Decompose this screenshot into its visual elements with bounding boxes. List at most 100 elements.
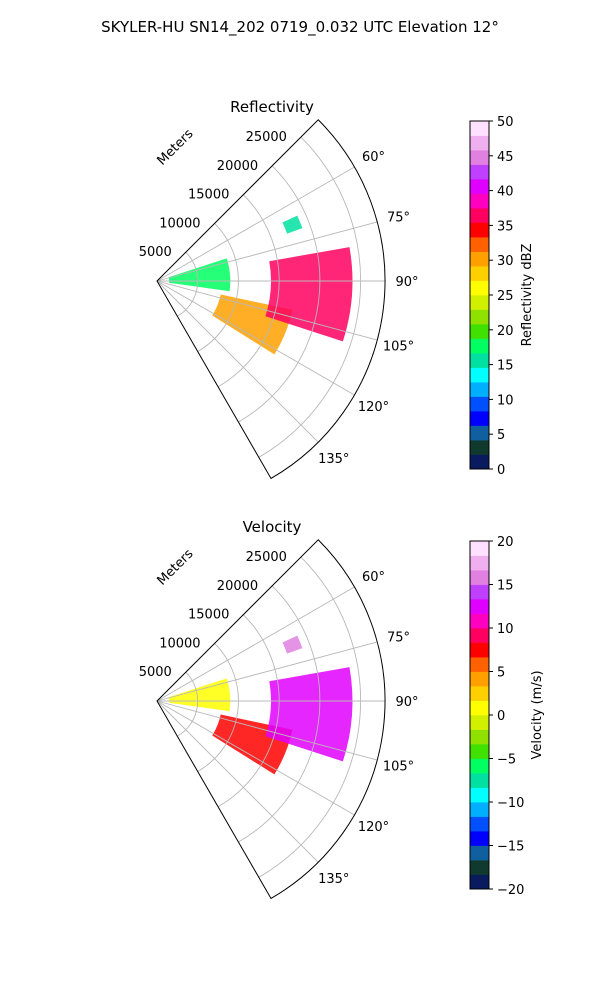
reflectivity-colorbar-swatch — [470, 454, 489, 470]
reflectivity-colorbar-swatch — [470, 193, 489, 209]
reflectivity-colorbar: Reflectivity dBZ 0 5 10 15 20 25 30 35 40 45 50 — [469, 115, 535, 478]
reflectivity-colorbar-tick-label: 20 — [497, 324, 514, 339]
velocity-colorbar-tick-label: 10 — [497, 622, 514, 637]
velocity-colorbar-swatch — [470, 729, 489, 745]
reflectivity-colorbar-swatch — [470, 208, 489, 223]
velocity-range-ring — [217, 614, 280, 808]
reflectivity-colorbar-tick-label: 0 — [497, 463, 505, 478]
reflectivity-colorbar-tick-label: 25 — [497, 289, 514, 304]
velocity-colorbar-swatch — [470, 700, 489, 716]
velocity-colorbar-swatch — [470, 874, 489, 890]
reflectivity-range-ring — [177, 251, 199, 317]
velocity-colorbar-tick-label: −5 — [497, 753, 516, 768]
reflectivity-azimuth-gridline — [156, 280, 319, 443]
velocity-colorbar-swatch — [470, 541, 489, 556]
reflectivity-azimuth-tick-label: 120° — [358, 400, 389, 415]
reflectivity-range-ring — [197, 223, 239, 352]
velocity-echo-east-cell — [265, 667, 353, 762]
reflectivity-colorbar-tick-label: 45 — [497, 150, 514, 165]
reflectivity-colorbar-swatch — [470, 382, 489, 397]
reflectivity-colorbar-swatch — [470, 251, 489, 267]
reflectivity-colorbar-swatch — [470, 266, 489, 281]
reflectivity-echo-east-cell — [265, 247, 353, 342]
velocity-colorbar-swatch — [470, 570, 489, 585]
reflectivity-azimuth-tick-label: 105° — [383, 340, 414, 355]
reflectivity-colorbar-swatch — [470, 440, 489, 455]
reflectivity-colorbar-swatch — [470, 396, 489, 412]
velocity-azimuth-gridline — [156, 700, 378, 761]
reflectivity-colorbar-swatch — [470, 338, 489, 354]
velocity-panel: Velocity Meters 5000 10000 15000 20000 25000… — [139, 518, 419, 900]
velocity-colorbar-swatch — [470, 744, 489, 759]
velocity-colorbar-tick-label: 15 — [497, 579, 514, 594]
velocity-range-ring — [177, 671, 199, 737]
reflectivity-title: Reflectivity — [230, 98, 314, 116]
velocity-colorbar-swatch — [470, 599, 489, 614]
reflectivity-colorbar-tick-label: 35 — [497, 219, 514, 234]
velocity-colorbar-swatch — [470, 845, 489, 861]
velocity-colorbar-swatch — [470, 686, 489, 701]
reflectivity-azimuth-gridline — [156, 280, 355, 396]
velocity-colorbar-swatch — [470, 657, 489, 672]
velocity-colorbar-swatch — [470, 831, 489, 846]
reflectivity-colorbar-swatch — [470, 164, 489, 180]
velocity-colorbar-tick-label: 0 — [497, 709, 505, 724]
figure-title: SKYLER-HU SN14_202 0719_0.032 UTC Elevat… — [101, 18, 499, 37]
reflectivity-range-tick-label: 10000 — [159, 216, 200, 231]
velocity-colorbar-swatch — [470, 773, 489, 788]
velocity-colorbar-swatch — [470, 671, 489, 687]
reflectivity-echo-far-north-speck — [282, 215, 303, 234]
reflectivity-colorbar-swatch — [470, 121, 489, 136]
velocity-range-ring — [197, 643, 239, 772]
reflectivity-colorbar-swatch — [470, 237, 489, 252]
velocity-azimuth-gridline — [156, 700, 355, 816]
velocity-colorbar-swatch — [470, 802, 489, 817]
reflectivity-azimuth-tick-label: 75° — [387, 210, 410, 225]
velocity-echo-regions — [168, 635, 353, 775]
reflectivity-colorbar-swatch — [470, 425, 489, 441]
reflectivity-echo-regions — [168, 215, 353, 355]
reflectivity-colorbar-swatch — [470, 411, 489, 426]
velocity-colorbar-swatch — [470, 758, 489, 774]
reflectivity-colorbar-swatch — [470, 324, 489, 339]
velocity-colorbar-swatch — [470, 555, 489, 571]
velocity-title: Velocity — [243, 518, 302, 536]
reflectivity-colorbar-tick-label: 10 — [497, 393, 514, 408]
velocity-colorbar-tick-label: −20 — [497, 883, 524, 898]
reflectivity-colorbar-swatch — [470, 150, 489, 165]
velocity-colorbar-tick-label: −15 — [497, 840, 524, 855]
reflectivity-range-ring — [258, 136, 361, 458]
reflectivity-colorbar-swatch — [470, 295, 489, 310]
reflectivity-range-ring — [217, 194, 280, 388]
velocity-colorbar-label: Velocity (m/s) — [530, 670, 545, 759]
velocity-azimuth-gridline — [156, 700, 319, 863]
velocity-colorbar-swatch — [470, 787, 489, 803]
velocity-range-tick-label: 20000 — [217, 579, 258, 594]
reflectivity-panel: Reflectivity Meters 5000 10000 15000 20000 2… — [139, 98, 419, 480]
velocity-colorbar-swatch — [470, 584, 489, 600]
reflectivity-colorbar-swatch — [470, 135, 489, 151]
reflectivity-colorbar-swatch — [470, 309, 489, 325]
reflectivity-range-tick-label: 15000 — [188, 188, 229, 203]
velocity-colorbar: Velocity (m/s) −20 −15 −10 −5 0 5 10 15 20 — [469, 535, 545, 898]
velocity-azimuth-tick-label: 120° — [358, 820, 389, 835]
reflectivity-range-tick-label: 20000 — [217, 159, 258, 174]
velocity-colorbar-swatch — [470, 715, 489, 730]
velocity-echo-far-north-speck — [282, 635, 303, 654]
velocity-sector-frame — [156, 539, 386, 900]
velocity-azimuth-gridline — [156, 641, 378, 702]
reflectivity-colorbar-tick-label: 15 — [497, 359, 514, 374]
velocity-colorbar-tick-label: 5 — [497, 666, 505, 681]
velocity-colorbar-tick-label: −10 — [497, 796, 524, 811]
reflectivity-colorbar-swatch — [470, 280, 489, 296]
velocity-range-tick-label: 10000 — [159, 636, 200, 651]
reflectivity-azimuth-gridline — [156, 221, 378, 282]
velocity-colorbar-swatch — [470, 628, 489, 643]
reflectivity-colorbar-swatch — [470, 353, 489, 368]
velocity-azimuth-tick-label: 105° — [383, 760, 414, 775]
velocity-azimuth-gridline — [156, 586, 355, 702]
reflectivity-colorbar-tick-label: 40 — [497, 185, 514, 200]
velocity-azimuth-tick-label: 90° — [395, 695, 418, 710]
reflectivity-sector-frame — [156, 119, 386, 480]
